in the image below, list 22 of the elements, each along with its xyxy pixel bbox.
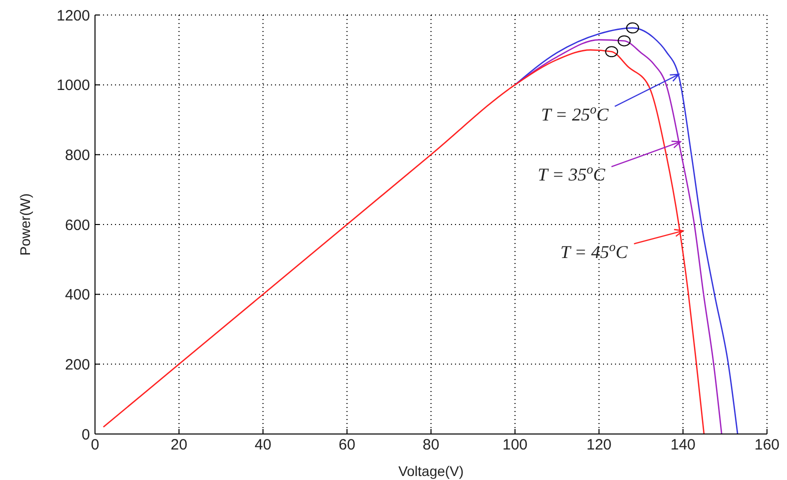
x-tick-label: 160 (754, 436, 780, 454)
y-tick-label: 200 (64, 356, 90, 374)
point (618, 35, 631, 46)
x-tick-label: 40 (254, 436, 272, 454)
annotation: T = 35$^{o}$C (538, 161, 606, 185)
x-tick-label: 20 (170, 436, 188, 454)
x-tick-label: 120 (586, 436, 612, 454)
y-tick-label: 600 (64, 216, 90, 234)
annotation: T = 25$^{o}$C (541, 100, 610, 124)
x-tick-label: 80 (422, 436, 440, 454)
annotation: T = 45$^{o}$C (560, 238, 629, 262)
y-axis-title: Power(W) (16, 193, 33, 256)
y-tick-label: 1200 (56, 7, 90, 24)
point (626, 22, 640, 34)
x-tick-label: 140 (670, 436, 696, 454)
y-tick-label: 400 (64, 286, 90, 304)
y-tick-label: 1000 (56, 77, 90, 94)
y-tick-label: 800 (64, 146, 90, 164)
x-axis-title: Voltage(V) (398, 463, 464, 479)
x-tick-label: 100 (502, 436, 528, 454)
x-tick-label: 60 (338, 436, 356, 454)
point (605, 46, 618, 58)
